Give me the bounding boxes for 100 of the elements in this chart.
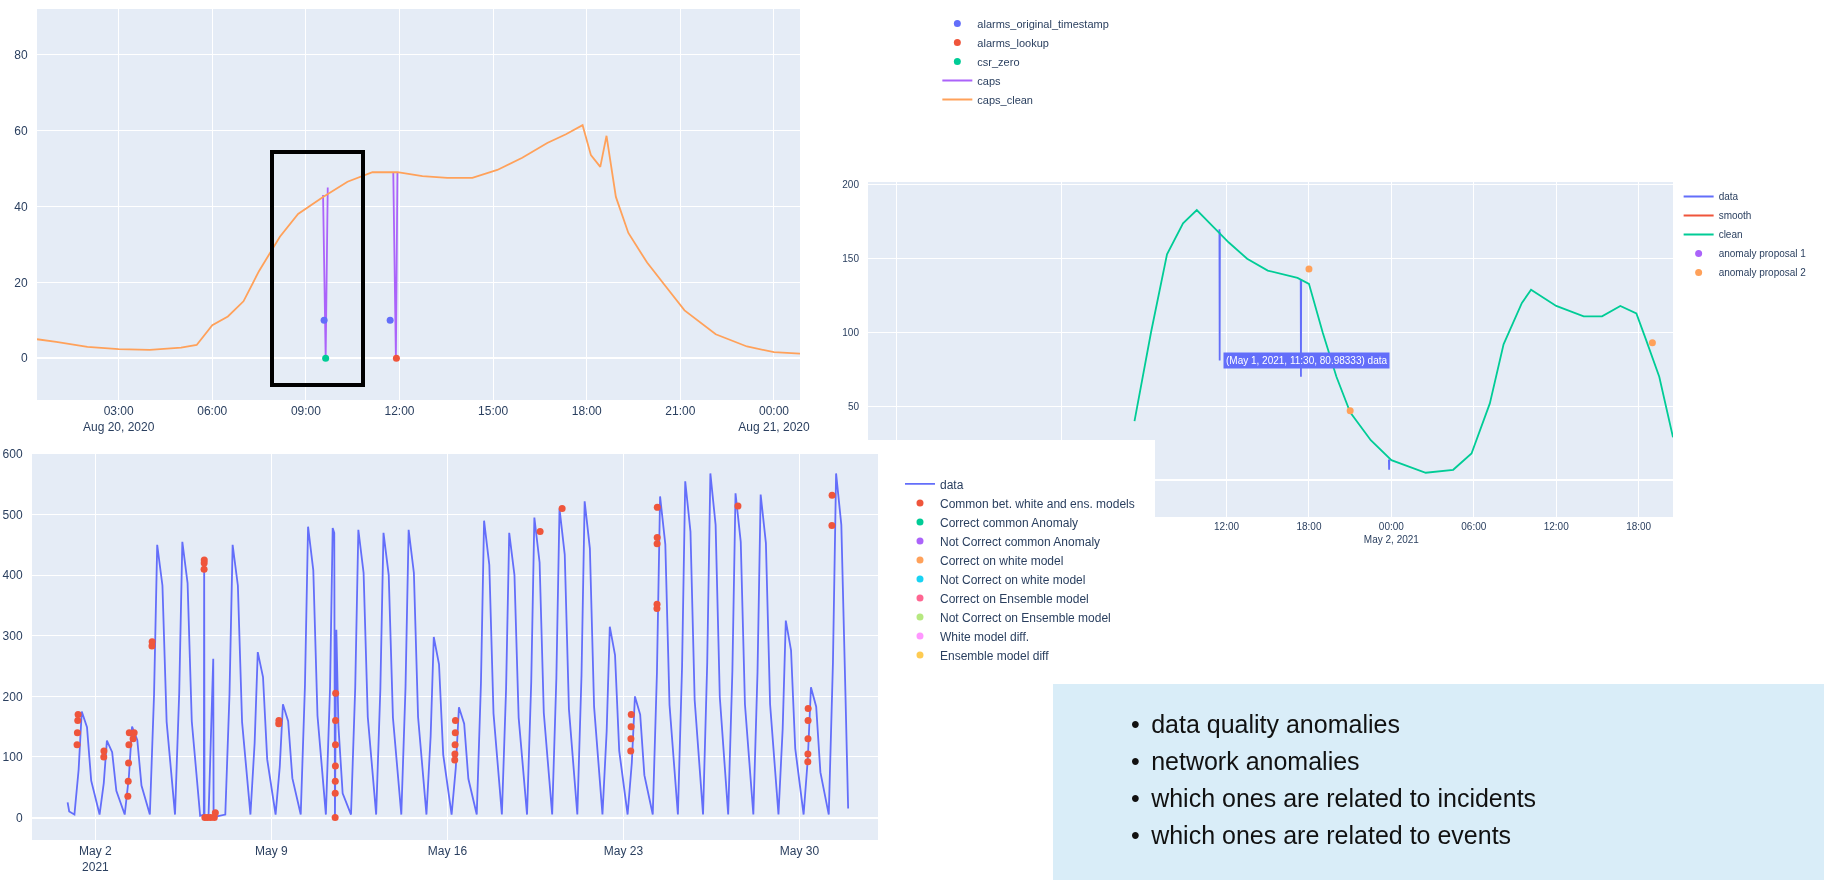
point xyxy=(1346,407,1354,415)
point xyxy=(332,717,340,725)
point xyxy=(451,741,459,749)
legend-label: Common bet. white and ens. models xyxy=(940,496,1135,511)
point xyxy=(653,503,661,511)
point xyxy=(331,814,339,822)
y-tick-label: 20 xyxy=(14,275,28,290)
point xyxy=(130,729,138,737)
point xyxy=(125,741,133,749)
y-tick-label: 50 xyxy=(847,400,860,412)
legend-label: caps_clean xyxy=(977,93,1033,106)
x-tick-label: May 16 xyxy=(427,844,468,859)
point xyxy=(804,717,812,725)
x-tick-label: 18:00 xyxy=(571,404,603,419)
legend-label: Not Correct on Ensemble model xyxy=(940,610,1111,625)
point xyxy=(124,792,132,800)
point xyxy=(73,741,81,749)
point xyxy=(536,528,544,536)
point xyxy=(804,758,812,766)
x-tick-label: 18:00 xyxy=(1296,521,1322,532)
y-tick-label: 100 xyxy=(842,327,860,339)
point xyxy=(331,762,339,770)
x-tick-label: 12:00 xyxy=(1214,521,1240,532)
legend-label: clean xyxy=(1718,229,1743,241)
x-tick-label: 12:00 xyxy=(384,404,415,419)
x-tick-label: 09:00 xyxy=(290,404,322,419)
point xyxy=(627,723,635,731)
legend-label: Ensemble model diff xyxy=(940,648,1050,663)
point xyxy=(331,777,339,785)
x-tick-label: May 9 xyxy=(255,844,289,859)
point xyxy=(451,717,459,725)
legend-label: smooth xyxy=(1718,210,1752,222)
y-tick-label: 500 xyxy=(2,507,23,522)
point xyxy=(804,750,812,758)
point xyxy=(125,759,133,767)
y-tick-label: 0 xyxy=(20,351,28,366)
point xyxy=(331,789,339,797)
point xyxy=(627,711,635,719)
line-series xyxy=(1133,209,1673,474)
text: • data quality anomalies xyxy=(1131,709,1401,740)
y-tick-label: 200 xyxy=(842,179,860,191)
point xyxy=(558,505,566,513)
legend-label: Correct on white model xyxy=(940,553,1064,568)
y-tick-label: 0 xyxy=(15,810,23,825)
point xyxy=(804,705,812,713)
legend-label: data xyxy=(1718,191,1739,203)
x-tick-label: May 23 xyxy=(603,844,644,859)
y-tick-label: 600 xyxy=(2,447,23,462)
point xyxy=(451,729,459,737)
point xyxy=(653,540,661,548)
point xyxy=(627,747,635,755)
x-tick-label: 15:00 xyxy=(478,404,509,419)
legend-label: Correct on Ensemble model xyxy=(940,591,1089,606)
x-tick-label: 21:00 xyxy=(665,404,696,419)
x-tick-label: May 30 xyxy=(779,844,820,859)
x-tick-label: 06:00 xyxy=(1461,521,1487,532)
y-tick-label: 150 xyxy=(842,253,860,265)
x-tick-label: 03:00 Aug 20, 2020 xyxy=(82,404,155,434)
point xyxy=(332,689,340,697)
x-tick-label: 06:00 xyxy=(197,404,228,419)
legend-label: anomaly proposal 1 xyxy=(1718,248,1807,260)
x-tick-label: 00:00 Aug 21, 2020 xyxy=(738,404,811,434)
point xyxy=(1305,265,1313,273)
point xyxy=(129,735,137,743)
x-tick-label: 00:00 May 2, 2021 xyxy=(1363,521,1420,545)
x-tick-label: May 2 2021 xyxy=(79,844,113,874)
point xyxy=(100,747,108,755)
legend-label: Not Correct on white model xyxy=(940,572,1086,587)
y-tick-label: 80 xyxy=(14,47,28,62)
point xyxy=(653,600,661,608)
point xyxy=(627,735,635,743)
point xyxy=(804,735,812,743)
legend-label: data xyxy=(940,477,964,492)
text: • which ones are related to incidents xyxy=(1131,783,1538,814)
line-series xyxy=(37,124,800,355)
legend-label: Correct common Anomaly xyxy=(940,515,1079,530)
y-tick-label: 100 xyxy=(2,750,23,765)
point xyxy=(451,756,459,764)
point xyxy=(828,522,836,529)
point xyxy=(451,750,459,758)
point xyxy=(74,711,82,719)
point xyxy=(74,717,82,725)
point xyxy=(1648,339,1656,347)
legend-label: caps xyxy=(977,74,1002,87)
y-tick-label: 60 xyxy=(14,123,28,138)
point xyxy=(828,491,836,499)
annotation: (May 1, 2021, 11:30, 80.98333) data xyxy=(1226,355,1388,366)
legend-label: csr_zero xyxy=(977,55,1020,68)
text: • which ones are related to events xyxy=(1131,820,1513,851)
y-tick-label: 400 xyxy=(2,568,23,583)
point xyxy=(734,502,742,510)
point xyxy=(124,777,132,785)
x-tick-label: 12:00 xyxy=(1543,521,1570,532)
point xyxy=(211,809,219,817)
point xyxy=(200,565,208,573)
point xyxy=(653,534,661,542)
point xyxy=(331,741,339,749)
legend-label: Not Correct common Anomaly xyxy=(940,534,1101,549)
y-tick-label: 200 xyxy=(2,689,23,704)
legend-label: anomaly proposal 2 xyxy=(1718,267,1807,279)
